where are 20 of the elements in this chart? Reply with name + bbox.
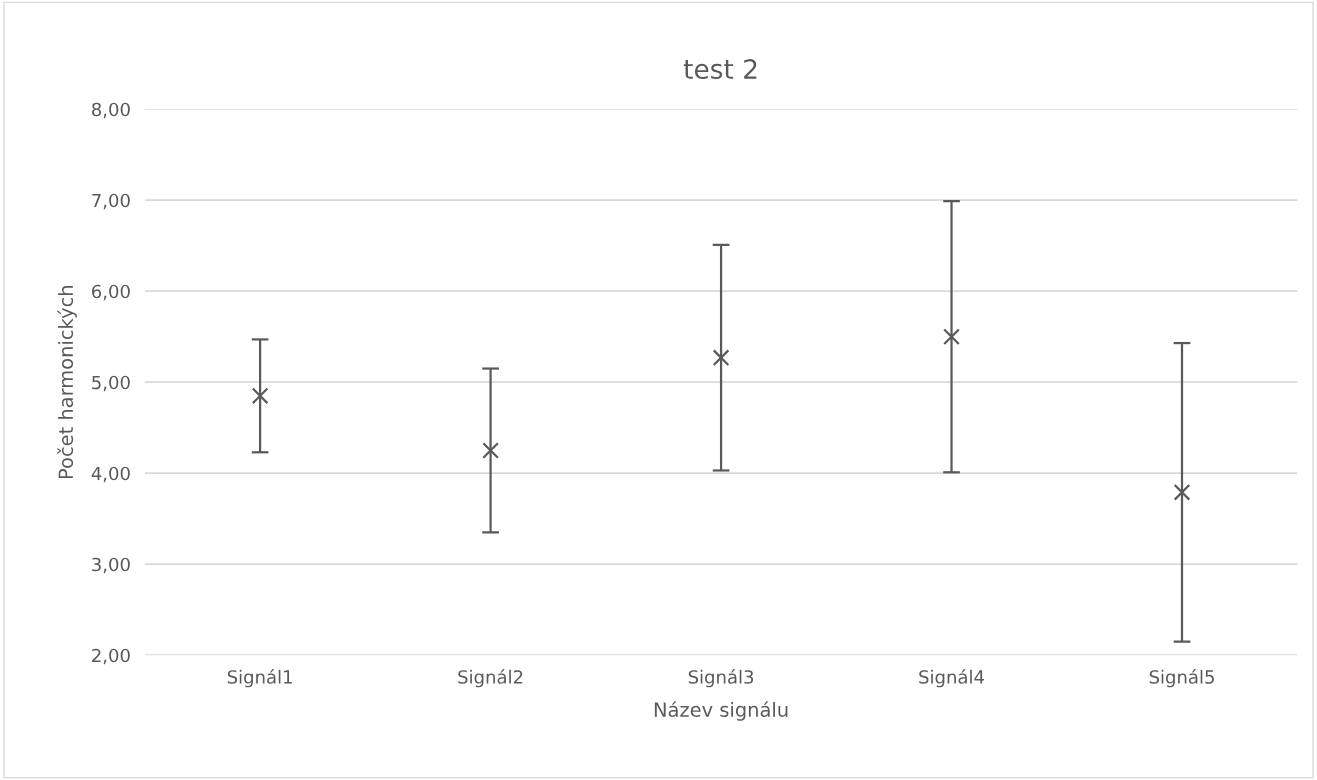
chart-title: test 2 <box>683 59 757 80</box>
y-tick-label: 2,00 <box>92 648 130 665</box>
point <box>251 387 269 405</box>
y-tick-label: 3,00 <box>92 557 130 574</box>
point <box>482 442 499 459</box>
x-tick-label: Signál4 <box>919 669 984 688</box>
x-tick-label: Signál2 <box>458 669 523 688</box>
y-tick-label: 7,00 <box>92 193 130 210</box>
x-tick-label: Signál5 <box>1149 669 1214 688</box>
y-axis-title: Počet harmonických <box>57 286 77 479</box>
y-tick-label: 6,00 <box>92 284 130 301</box>
x-tick-label: Signál3 <box>688 669 754 688</box>
point <box>943 328 960 346</box>
point <box>1173 483 1191 501</box>
point <box>712 349 730 367</box>
x-axis-title: Název signálu <box>654 701 788 721</box>
y-tick-label: 8,00 <box>92 102 130 119</box>
y-tick-label: 5,00 <box>92 375 130 392</box>
x-tick-label: Signál1 <box>227 669 292 688</box>
y-tick-label: 4,00 <box>91 466 130 483</box>
